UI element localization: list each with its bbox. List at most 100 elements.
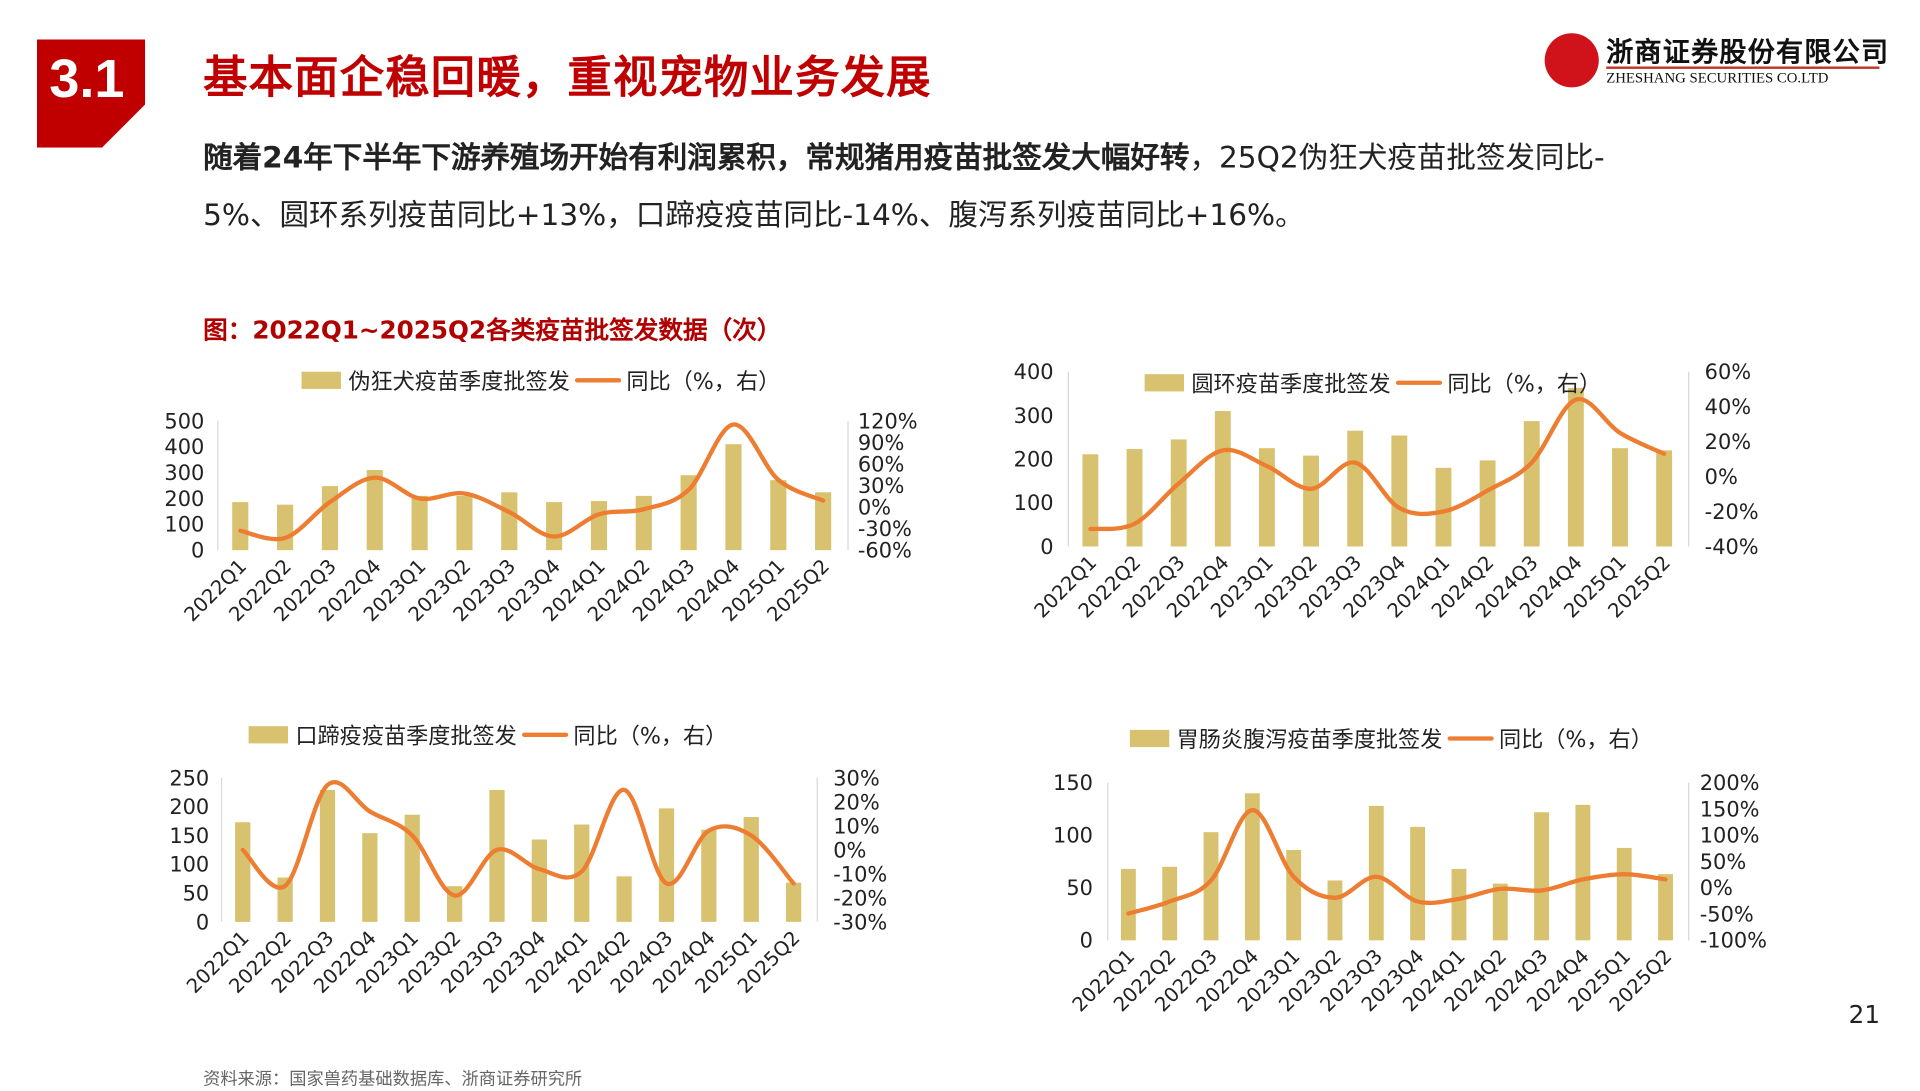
left-tick-label: 50 [183, 881, 210, 905]
bar [321, 486, 339, 551]
bar [1286, 850, 1302, 941]
left-tick-label: 100 [169, 853, 209, 877]
left-tick-label: 250 [169, 766, 209, 790]
right-tick-label: 20% [833, 790, 879, 814]
bar [1492, 883, 1508, 941]
right-tick-label: -60% [858, 539, 912, 563]
right-tick-label: -20% [833, 886, 887, 910]
right-tick-label: 20% [1705, 430, 1751, 454]
bar [616, 876, 632, 922]
yoy-line [1088, 397, 1667, 532]
left-tick-label: 100 [1053, 824, 1093, 848]
bar [1451, 868, 1467, 941]
right-tick-label: -20% [1705, 500, 1759, 524]
right-tick-label: 50% [1700, 850, 1746, 874]
bar [1575, 804, 1591, 941]
bar [1082, 454, 1099, 547]
right-tick-label: 0% [1700, 876, 1733, 900]
yoy-line [238, 422, 826, 542]
bar [235, 822, 251, 922]
bar [1658, 874, 1673, 941]
bar [1410, 826, 1426, 941]
left-tick-label: 100 [1014, 491, 1054, 515]
legend-bar-label: 圆环疫苗季度批签发 [1191, 371, 1390, 397]
logo-cn: 浙商证券股份有限公司 [1606, 38, 1890, 69]
right-tick-label: 10% [833, 814, 879, 838]
page-title: 基本面企稳回暖，重视宠物业务发展 [203, 52, 932, 104]
left-tick-label: 0 [1080, 929, 1093, 953]
figure-title: 图：2022Q1~2025Q2各类疫苗批签发数据（次） [203, 315, 782, 345]
bar [590, 501, 608, 551]
right-tick-label: -40% [1705, 535, 1759, 559]
right-tick-label: 0% [833, 838, 866, 862]
left-tick-label: 300 [164, 461, 204, 485]
logo-divider [1606, 66, 1880, 69]
legend-bar-label: 胃肠炎腹泻疫苗季度批签发 [1177, 727, 1443, 753]
right-tick-label: 40% [1705, 395, 1751, 419]
bar [1435, 467, 1452, 547]
bar [1303, 455, 1320, 547]
yoy-line [240, 780, 796, 898]
right-tick-label: 150% [1700, 797, 1760, 821]
legend-bar-swatch [301, 371, 341, 389]
bar [1391, 435, 1408, 547]
bar [1214, 411, 1231, 547]
bar [531, 839, 547, 922]
subtitle-bold: 随着24年下半年下游养殖场开始有利润累积，常规猪用疫苗批签发大幅好转 [203, 140, 1190, 175]
left-tick-label: 100 [164, 513, 204, 537]
bar [1170, 439, 1187, 547]
left-tick-label: 0 [196, 910, 209, 934]
bar [546, 502, 563, 551]
bar [770, 480, 787, 551]
bar [743, 817, 759, 922]
bar [1523, 421, 1540, 547]
legend-line-label: 同比（%，右） [573, 723, 727, 749]
left-tick-label: 300 [1014, 404, 1054, 428]
section-number: 3.1 [49, 49, 125, 110]
chart-4: 050100150-100%-50%0%50%100%150%200%2022Q… [1053, 727, 1767, 1016]
company-logo: 浙商证券股份有限公司 ZHESHANG SECURITIES CO.LTD [1544, 33, 1890, 90]
bar [489, 789, 505, 922]
chart-2: 0100200300400-40%-20%0%20%40%60%2022Q120… [1014, 360, 1759, 622]
right-tick-label: -30% [858, 517, 912, 541]
right-tick-label: -10% [833, 862, 887, 886]
bar [815, 492, 832, 551]
legend-bar-swatch [1144, 374, 1185, 392]
legend-bar-label: 口蹄疫疫苗季度批签发 [295, 723, 516, 749]
right-tick-label: 30% [833, 766, 879, 790]
bar [725, 444, 742, 551]
right-tick-label: -100% [1700, 929, 1767, 953]
logo-en: ZHESHANG SECURITIES CO.LTD [1606, 68, 1829, 87]
bar [362, 833, 378, 922]
left-tick-label: 50 [1066, 876, 1093, 900]
left-tick-label: 200 [1014, 447, 1054, 471]
right-tick-label: -30% [833, 910, 887, 934]
legend-bar-swatch [248, 726, 289, 744]
left-tick-label: 500 [164, 409, 204, 433]
page-number: 21 [1848, 999, 1880, 1029]
legend-bar-label: 伪狂犬疫苗季度批签发 [348, 369, 569, 395]
bar [658, 808, 675, 922]
bar [501, 492, 518, 551]
right-tick-label: 120% [858, 409, 918, 433]
bar [1244, 793, 1260, 941]
chart-3: 050100150200250-30%-20%-10%0%10%20%30%20… [169, 723, 887, 997]
bar [1126, 449, 1143, 547]
bar [366, 470, 383, 551]
legend-line-label: 同比（%，右） [1447, 371, 1601, 397]
bar [635, 495, 652, 551]
left-tick-label: 0 [1040, 535, 1053, 559]
bar [1656, 450, 1673, 547]
bar [1567, 387, 1584, 547]
bar [456, 495, 473, 551]
subtitle-line-2: 5%、圆环系列疫苗同比+13%，口蹄疫疫苗同比-14%、腹泻系列疫苗同比+16%… [203, 198, 1305, 233]
left-tick-label: 400 [1014, 360, 1054, 384]
bar [1120, 868, 1136, 941]
legend-line-label: 同比（%，右） [626, 369, 780, 395]
bar [785, 882, 802, 922]
bar [1203, 832, 1219, 941]
right-tick-label: -50% [1700, 902, 1754, 926]
bar [319, 789, 336, 922]
